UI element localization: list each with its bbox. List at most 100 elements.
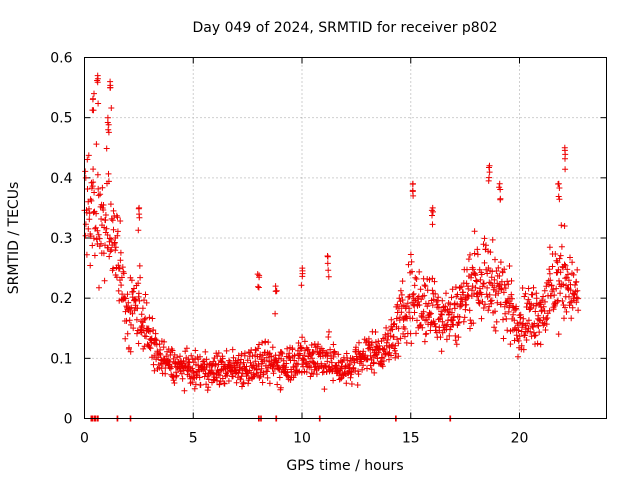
- data-point: [122, 335, 129, 342]
- data-point: [95, 192, 102, 199]
- data-point: [429, 275, 436, 282]
- data-point: [325, 334, 332, 340]
- data-point: [229, 346, 236, 353]
- data-point: [392, 342, 399, 349]
- data-point: [110, 226, 117, 233]
- data-point: [483, 291, 490, 298]
- data-point: [546, 266, 553, 273]
- data-point: [423, 330, 430, 337]
- data-point: [218, 358, 225, 365]
- data-point: [93, 141, 100, 148]
- data-point: [197, 353, 203, 360]
- data-point: [94, 77, 101, 84]
- data-point: [252, 346, 259, 353]
- data-point: [337, 365, 344, 372]
- data-point: [192, 347, 199, 354]
- data-point: [274, 362, 281, 369]
- data-point: [438, 308, 445, 315]
- data-point: [147, 328, 153, 335]
- data-point: [492, 327, 499, 334]
- data-point: [409, 291, 416, 298]
- data-point: [422, 331, 429, 338]
- data-point: [419, 324, 426, 331]
- data-point: [397, 314, 403, 321]
- data-point: [383, 324, 390, 331]
- data-point: [301, 352, 308, 359]
- data-point: [102, 212, 109, 218]
- data-point: [119, 291, 126, 298]
- data-point: [428, 310, 434, 317]
- data-point: [189, 365, 196, 372]
- data-point: [401, 325, 408, 332]
- data-point: [303, 360, 310, 367]
- data-point: [486, 164, 492, 171]
- data-point: [255, 283, 261, 290]
- data-point: [429, 287, 436, 294]
- data-point: [564, 266, 571, 273]
- data-point: [421, 282, 428, 289]
- data-point: [276, 374, 283, 381]
- data-point: [90, 235, 97, 242]
- data-point: [506, 263, 513, 269]
- data-point: [177, 353, 183, 360]
- data-point: [142, 315, 149, 322]
- data-point: [397, 287, 404, 294]
- data-point: [162, 370, 169, 377]
- data-point: [492, 308, 498, 315]
- data-point: [343, 380, 350, 387]
- data-point: [128, 321, 134, 328]
- data-point: [215, 361, 222, 368]
- data-point: [459, 298, 466, 305]
- data-point: [330, 341, 337, 348]
- data-point: [567, 287, 574, 294]
- data-point: [214, 353, 221, 360]
- data-point: [462, 306, 469, 313]
- data-point: [140, 345, 147, 352]
- data-point: [472, 272, 479, 279]
- data-point: [254, 271, 261, 278]
- y-tick-label: 0.4: [50, 171, 72, 187]
- data-point: [215, 350, 222, 356]
- data-point: [460, 318, 467, 325]
- data-point: [219, 355, 226, 362]
- data-point: [130, 325, 137, 332]
- data-point: [351, 359, 358, 366]
- data-point: [348, 369, 355, 376]
- data-point: [101, 277, 108, 284]
- x-tick-label: 10: [293, 431, 311, 447]
- data-point: [105, 129, 112, 136]
- data-point: [501, 303, 508, 310]
- data-point: [105, 126, 112, 133]
- data-point: [534, 340, 541, 347]
- data-point: [437, 315, 444, 322]
- data-point: [561, 223, 568, 229]
- data-point: [546, 244, 553, 251]
- data-point: [94, 227, 101, 234]
- data-point: [557, 269, 564, 276]
- data-point: [473, 278, 480, 285]
- data-point: [147, 345, 154, 352]
- data-point: [126, 317, 133, 324]
- data-point: [520, 315, 527, 322]
- data-point: [359, 366, 366, 373]
- data-point: [516, 333, 523, 340]
- data-point: [540, 303, 547, 310]
- y-tick-label: 0.1: [50, 351, 72, 367]
- data-point: [135, 205, 142, 212]
- data-point: [149, 315, 156, 322]
- data-point: [449, 309, 455, 316]
- data-point: [309, 350, 316, 357]
- plot-frame: [84, 57, 607, 419]
- data-point: [427, 327, 434, 334]
- data-point: [88, 197, 95, 204]
- data-point: [455, 334, 462, 341]
- data-point: [489, 236, 496, 243]
- data-point: [524, 320, 531, 327]
- data-point: [556, 277, 562, 284]
- data-point: [163, 353, 170, 360]
- data-point: [458, 302, 465, 309]
- data-point: [84, 186, 91, 192]
- data-point: [307, 358, 313, 365]
- data-point: [451, 305, 458, 312]
- data-point: [488, 297, 495, 304]
